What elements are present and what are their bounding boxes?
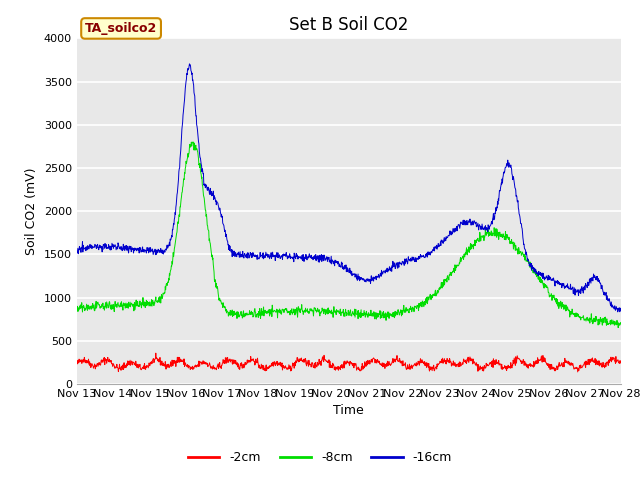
Text: TA_soilco2: TA_soilco2 [85, 22, 157, 35]
-16cm [195, 135, 202, 141]
-2cm [617, 360, 625, 366]
-8cm [434, 288, 442, 293]
-16cm [434, 245, 442, 251]
-8cm [189, 139, 196, 145]
-16cm [186, 61, 193, 67]
-16cm [617, 308, 625, 314]
X-axis label: Time: Time [333, 405, 364, 418]
-16cm [553, 279, 561, 285]
-16cm [180, 97, 188, 103]
-8cm [614, 325, 622, 331]
-8cm [617, 321, 625, 326]
-8cm [180, 169, 188, 175]
-2cm [434, 363, 442, 369]
-8cm [505, 237, 513, 242]
-2cm [255, 365, 263, 371]
-8cm [73, 304, 81, 310]
-2cm [73, 360, 81, 366]
-16cm [614, 309, 621, 315]
-2cm [181, 361, 189, 367]
Legend: -2cm, -8cm, -16cm: -2cm, -8cm, -16cm [183, 446, 457, 469]
Title: Set B Soil CO2: Set B Soil CO2 [289, 16, 408, 34]
Y-axis label: Soil CO2 (mV): Soil CO2 (mV) [25, 168, 38, 255]
-16cm [505, 164, 513, 170]
-8cm [195, 153, 202, 158]
-2cm [195, 361, 202, 367]
-16cm [73, 250, 81, 256]
Line: -2cm: -2cm [77, 353, 621, 372]
-2cm [505, 365, 513, 371]
-2cm [152, 350, 159, 356]
Line: -8cm: -8cm [77, 142, 621, 328]
-2cm [553, 363, 561, 369]
-2cm [574, 369, 582, 375]
-8cm [553, 296, 561, 301]
-16cm [255, 256, 263, 262]
Line: -16cm: -16cm [77, 64, 621, 312]
-8cm [255, 312, 263, 318]
